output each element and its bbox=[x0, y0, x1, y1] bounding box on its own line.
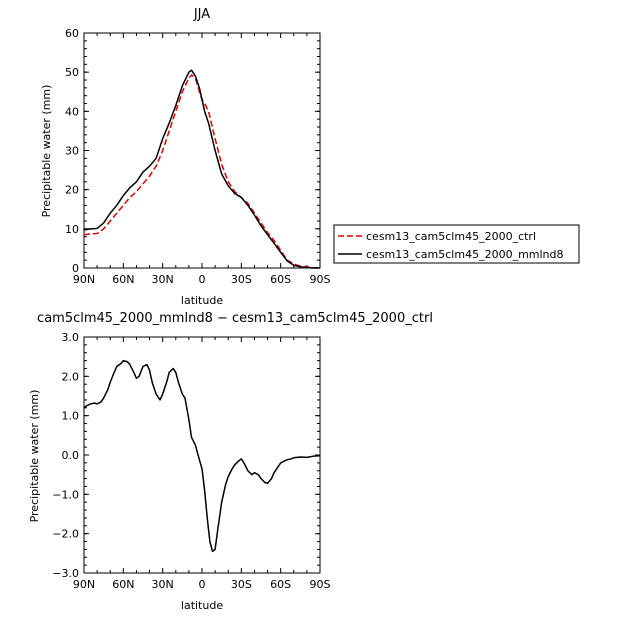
top-y-tick-label: 20 bbox=[65, 184, 79, 197]
bottom-x-tick-label: 90S bbox=[310, 578, 331, 591]
top-y-tick-label: 40 bbox=[65, 105, 79, 118]
top-y-tick-label: 0 bbox=[72, 262, 79, 275]
top-y-tick-label: 50 bbox=[65, 66, 79, 79]
bottom-plot-frame bbox=[83, 336, 321, 574]
bottom-y-tick-label: −1.0 bbox=[52, 488, 79, 501]
top-y-tick-label: 60 bbox=[65, 27, 79, 40]
bottom-y-tick-label: 0.0 bbox=[62, 449, 80, 462]
top-series-line-1 bbox=[83, 69, 320, 269]
legend-box bbox=[333, 224, 580, 264]
bottom-x-tick-label: 30S bbox=[231, 578, 252, 591]
top-y-axis-title: Precipitable water (mm) bbox=[40, 85, 53, 218]
bottom-y-tick-label: 1.0 bbox=[62, 410, 80, 423]
top-x-tick-label: 60S bbox=[270, 273, 291, 286]
legend-label-ctrl: cesm13_cam5clm45_2000_ctrl bbox=[366, 230, 536, 243]
bottom-x-tick-label: 60N bbox=[112, 578, 134, 591]
bottom-series-line-0 bbox=[83, 359, 321, 553]
bottom-y-axis-title: Precipitable water (mm) bbox=[28, 390, 41, 523]
bottom-y-tick-label: −2.0 bbox=[52, 528, 79, 541]
bottom-y-tick-label: 3.0 bbox=[62, 331, 80, 344]
bottom-chart-title: cam5clm45_2000_mmlnd8 − cesm13_cam5clm45… bbox=[37, 311, 433, 326]
bottom-x-tick-label: 60S bbox=[270, 578, 291, 591]
bottom-x-tick-label: 0 bbox=[199, 578, 206, 591]
bottom-chart: cam5clm45_2000_mmlnd8 − cesm13_cam5clm45… bbox=[28, 311, 433, 612]
top-x-axis-title: latitude bbox=[181, 294, 223, 307]
legend: cesm13_cam5clm45_2000_ctrl cesm13_cam5cl… bbox=[333, 224, 580, 264]
top-x-tick-label: 30N bbox=[152, 273, 174, 286]
bottom-y-tick-label: −3.0 bbox=[52, 567, 79, 580]
top-x-tick-label: 0 bbox=[199, 273, 206, 286]
top-x-tick-label: 30S bbox=[231, 273, 252, 286]
bottom-x-tick-label: 90N bbox=[73, 578, 95, 591]
top-chart-title: JJA bbox=[193, 7, 210, 22]
top-x-tick-label: 60N bbox=[112, 273, 134, 286]
top-y-tick-label: 10 bbox=[65, 223, 79, 236]
top-plot-area: 90N 60N 30N 0 30S 60S 90S 0 10 20 30 40 50 60 bbox=[65, 27, 331, 286]
bottom-x-axis-title: latitude bbox=[181, 599, 223, 612]
top-plot-frame bbox=[83, 32, 321, 269]
bottom-y-tick-label: 2.0 bbox=[62, 370, 80, 383]
top-y-tick-label: 30 bbox=[65, 145, 79, 158]
legend-label-mmlnd8: cesm13_cam5clm45_2000_mmlnd8 bbox=[366, 248, 564, 261]
top-chart: JJA 90N 60N 30N 0 30S 60S 90S 0 10 20 30 40 50 60 lat… bbox=[40, 7, 580, 307]
bottom-plot-area: 90N 60N 30N 0 30S 60S 90S 3.0 2.0 1.0 0.0 −1.0 −2.0 −… bbox=[52, 331, 330, 591]
top-x-tick-label: 90S bbox=[310, 273, 331, 286]
top-series-line-0 bbox=[83, 74, 321, 269]
top-x-tick-label: 90N bbox=[73, 273, 95, 286]
bottom-x-tick-label: 30N bbox=[152, 578, 174, 591]
